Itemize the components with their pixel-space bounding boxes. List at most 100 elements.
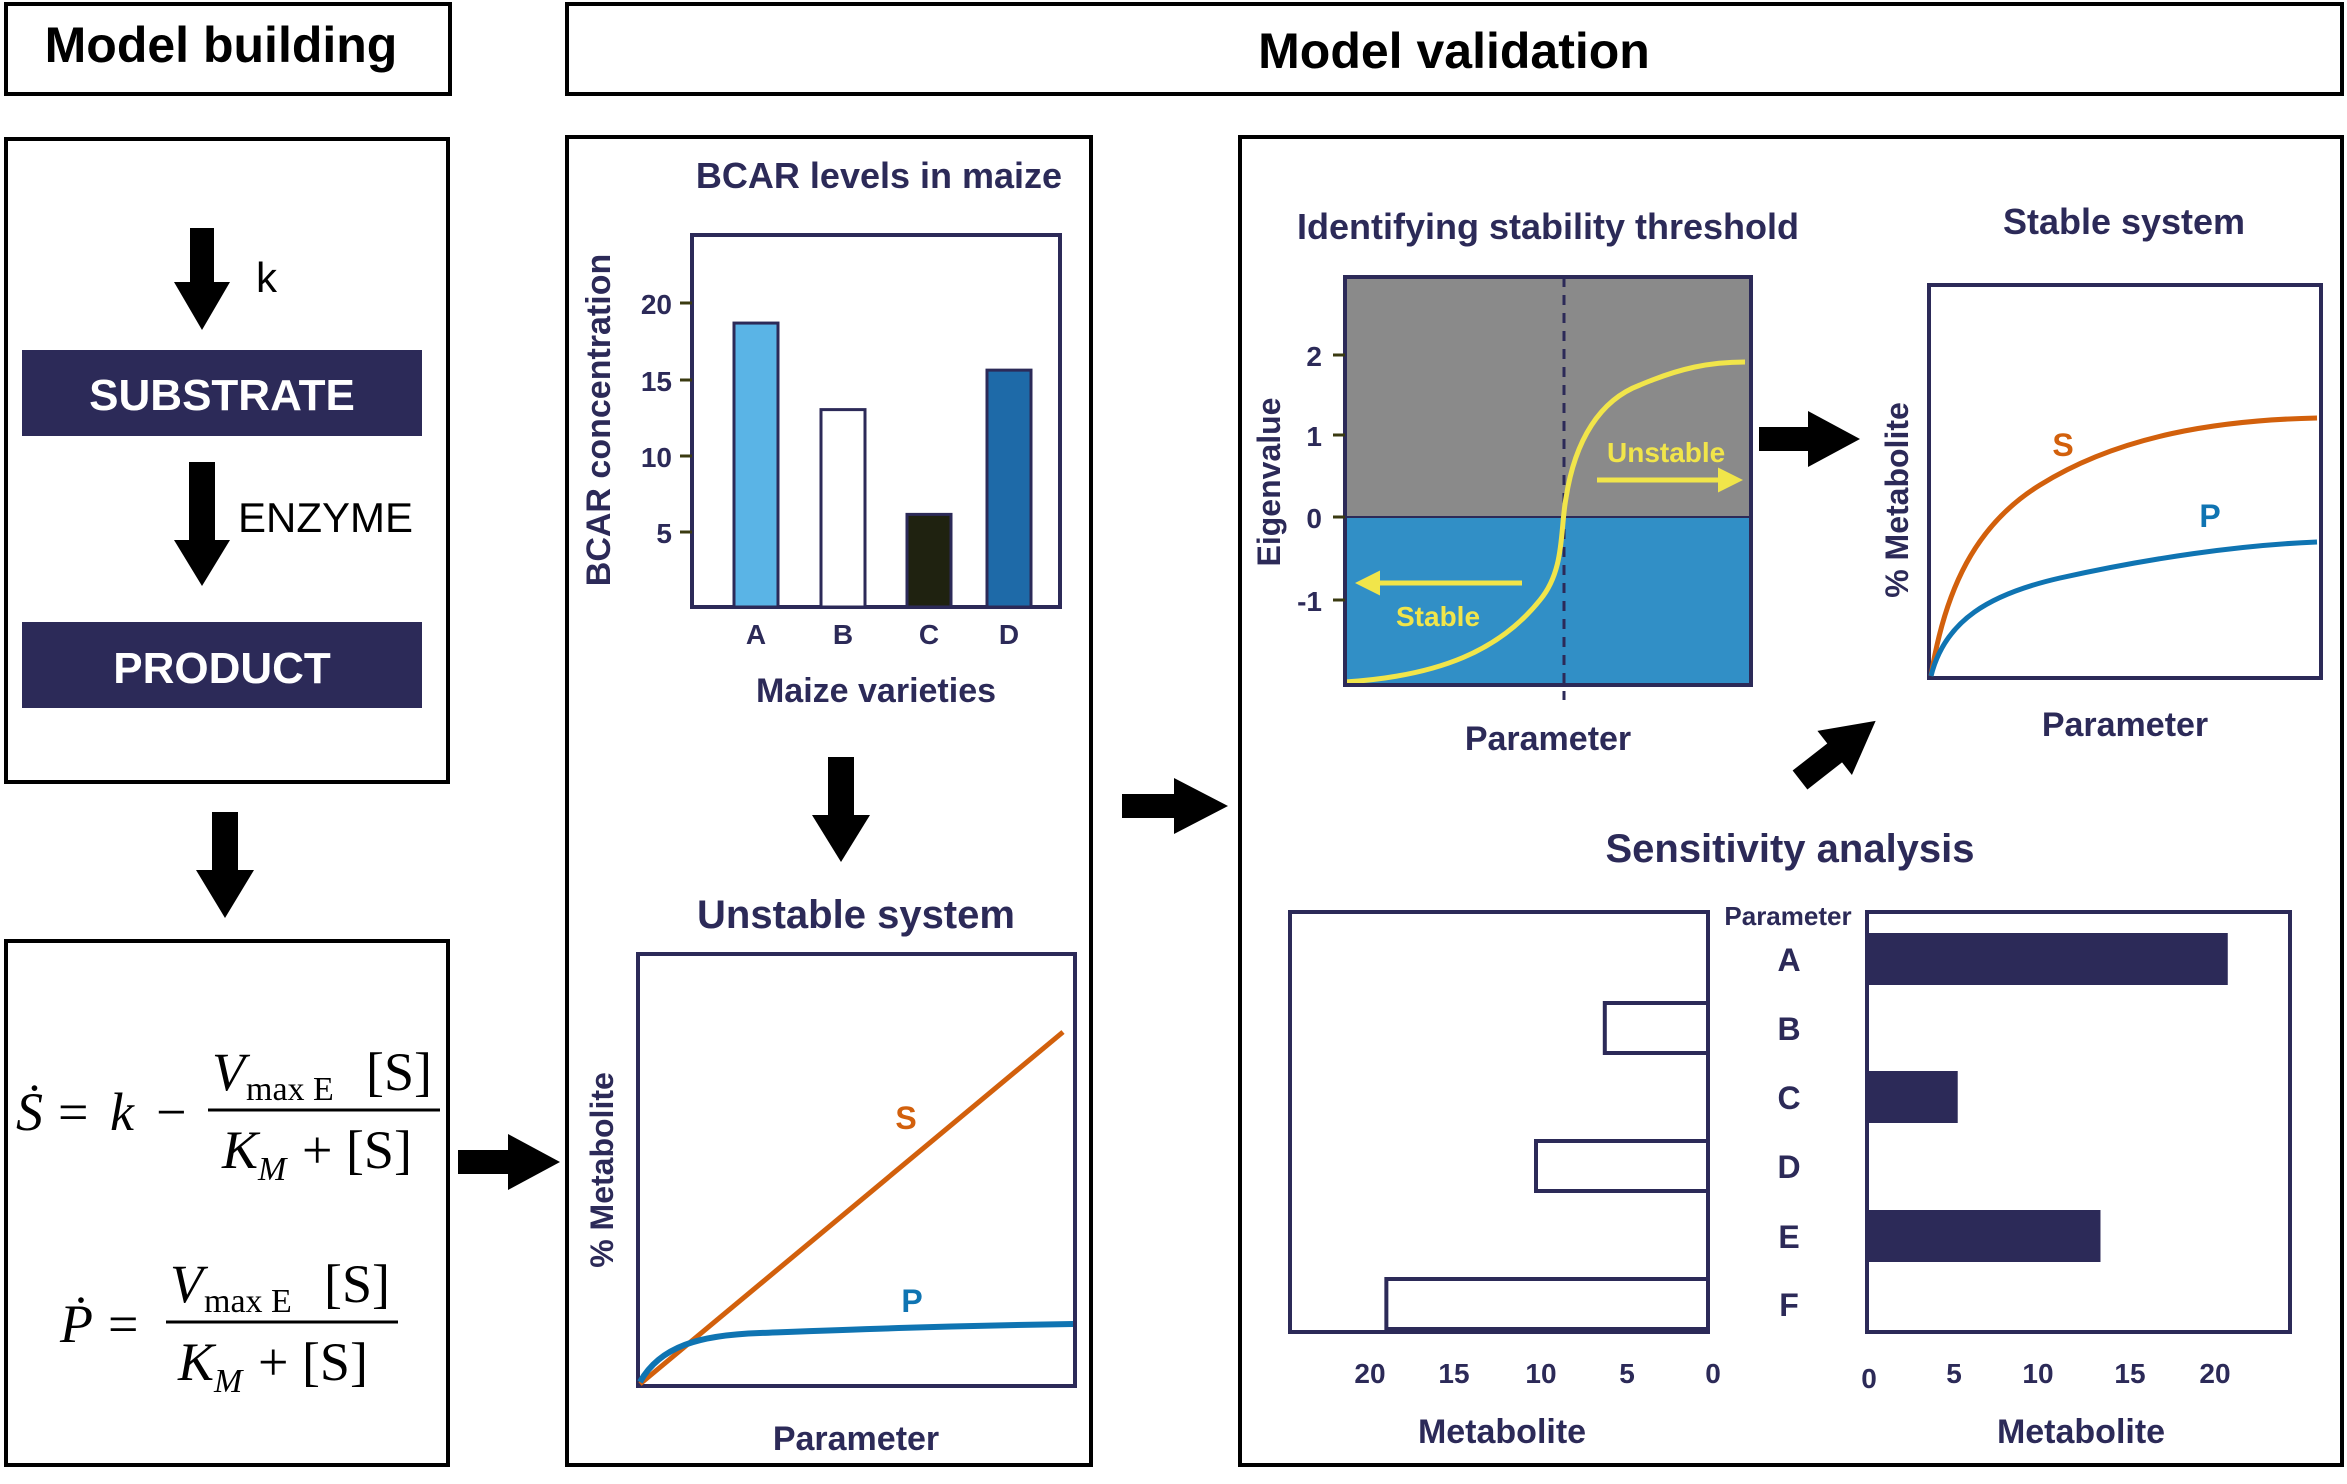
enzyme-arrow bbox=[174, 462, 230, 586]
stable-s-curve bbox=[1928, 415, 2318, 677]
k-term: k bbox=[110, 1082, 135, 1142]
stable-p-curve bbox=[1928, 539, 2318, 677]
s-numerator-v: V bbox=[212, 1042, 251, 1102]
stable-ylabel: % Metabolite bbox=[1879, 402, 1915, 598]
p-denominator-tail: + [S] bbox=[258, 1332, 368, 1392]
bcar-ytick-15: 15 bbox=[641, 366, 672, 397]
model-validation-header-box bbox=[565, 2, 2344, 96]
left-xtick-15: 15 bbox=[1438, 1358, 1469, 1389]
arrow-to-stable bbox=[1759, 411, 1860, 467]
sensitivity-category-B: B bbox=[1777, 1011, 1800, 1047]
unstable-s-curve bbox=[638, 1030, 1065, 1386]
minus-sign: − bbox=[156, 1082, 186, 1142]
bcar-ytick-20: 20 bbox=[641, 289, 672, 320]
bcar-bars: A B C D bbox=[732, 321, 1033, 650]
stable-p-label: P bbox=[2199, 498, 2220, 534]
unstable-title: Unstable system bbox=[697, 893, 1015, 937]
s-dot-symbol: Ṡ bbox=[16, 1082, 43, 1142]
eigenvalue-curve bbox=[1344, 359, 1746, 685]
stability-ytick-minus1: -1 bbox=[1297, 586, 1322, 617]
left-xtick-5: 5 bbox=[1619, 1358, 1635, 1389]
sensitivity-category-C: C bbox=[1777, 1080, 1800, 1116]
stable-plot-frame bbox=[1927, 283, 2323, 680]
sensitivity-category-A: A bbox=[1777, 942, 1800, 978]
s-denominator-tail: + [S] bbox=[302, 1120, 412, 1180]
substrate-label: SUBSTRATE bbox=[89, 371, 355, 420]
stability-yticks: 2 1 0 -1 bbox=[1297, 341, 1345, 617]
sensitivity-left-xticks: 20 15 10 5 0 bbox=[1354, 1358, 1720, 1389]
k-arrow bbox=[174, 228, 230, 330]
left-xtick-10: 10 bbox=[1525, 1358, 1556, 1389]
product-label: PRODUCT bbox=[113, 644, 331, 693]
stability-plot-frame bbox=[1343, 275, 1753, 687]
equations-panel bbox=[4, 939, 450, 1467]
sensitivity-left-bar-F bbox=[1384, 1277, 1710, 1331]
sensitivity-right-xlabel: Metabolite bbox=[1997, 1413, 2165, 1451]
sensitivity-category-D: D bbox=[1777, 1149, 1800, 1185]
bcar-ytick-10: 10 bbox=[641, 442, 672, 473]
bcar-bar-C bbox=[905, 512, 953, 609]
p-numerator-v: V bbox=[170, 1254, 209, 1314]
stable-title: Stable system bbox=[2003, 201, 2245, 242]
sensitivity-left-xlabel: Metabolite bbox=[1418, 1413, 1586, 1451]
bcar-bar-A bbox=[732, 321, 780, 609]
bcar-xtick-A: A bbox=[746, 619, 766, 650]
stability-ylabel: Eigenvalue bbox=[1251, 398, 1287, 567]
model-building-header-box bbox=[4, 2, 452, 96]
unstable-s-label: S bbox=[895, 1100, 916, 1136]
sensitivity-left-bar-B bbox=[1602, 1001, 1711, 1055]
sensitivity-title: Sensitivity analysis bbox=[1605, 827, 1974, 871]
sensitivity-left-frame bbox=[1288, 910, 1710, 1334]
p-numerator-sub: max E bbox=[204, 1283, 292, 1320]
unstable-p-curve bbox=[637, 1321, 1074, 1384]
sensitivity-right-bars bbox=[1868, 933, 2228, 1262]
stability-ytick-2: 2 bbox=[1306, 341, 1322, 372]
sensitivity-left-bars bbox=[1384, 1001, 1711, 1331]
bcar-title: BCAR levels in maize bbox=[696, 155, 1062, 196]
s-denominator-k: K bbox=[221, 1120, 261, 1180]
stability-unstable-region bbox=[1345, 277, 1751, 517]
arrow-to-validation bbox=[458, 1134, 560, 1190]
bcar-xtick-D: D bbox=[999, 619, 1019, 650]
stable-s-label: S bbox=[2052, 427, 2073, 463]
left-xtick-20: 20 bbox=[1354, 1358, 1385, 1389]
bcar-ytick-5: 5 bbox=[656, 518, 672, 549]
p-numerator-tail: [S] bbox=[324, 1254, 390, 1314]
sensitivity-category-F: F bbox=[1779, 1287, 1799, 1323]
substrate-box bbox=[22, 350, 422, 436]
stability-stable-region bbox=[1345, 517, 1751, 685]
s-denominator-sub: M bbox=[257, 1151, 288, 1188]
right-xtick-20: 20 bbox=[2199, 1358, 2230, 1389]
sensitivity-right-xticks: 0 5 10 15 20 bbox=[1861, 1358, 2230, 1394]
model-building-header: Model building bbox=[45, 17, 398, 73]
bcar-xtick-B: B bbox=[833, 619, 853, 650]
bcar-yticks: 20 15 10 5 bbox=[641, 289, 692, 549]
p-denominator-sub: M bbox=[213, 1363, 244, 1400]
left-xtick-0: 0 bbox=[1705, 1358, 1721, 1389]
bcar-bar-D bbox=[985, 368, 1033, 609]
down-arrow-to-equations bbox=[196, 812, 254, 918]
stability-ytick-1: 1 bbox=[1306, 421, 1322, 452]
p-equals: = bbox=[108, 1294, 138, 1354]
right-xtick-15: 15 bbox=[2114, 1358, 2145, 1389]
arrow-sensitivity-to-stable bbox=[1792, 720, 1876, 790]
s-equals: = bbox=[58, 1082, 88, 1142]
unstable-p-label: P bbox=[901, 1283, 922, 1319]
stability-title: Identifying stability threshold bbox=[1297, 206, 1799, 247]
sensitivity-right-bar-C bbox=[1868, 1071, 1958, 1123]
enzyme-label: ENZYME bbox=[238, 494, 413, 541]
stability-ytick-0: 0 bbox=[1306, 503, 1322, 534]
stable-region-label: Stable bbox=[1396, 601, 1480, 632]
unstable-region-label: Unstable bbox=[1607, 437, 1725, 468]
unstable-xlabel: Parameter bbox=[773, 1420, 939, 1458]
sensitivity-left-bar-D bbox=[1534, 1139, 1710, 1193]
unstable-plot-frame bbox=[636, 952, 1077, 1388]
down-arrow-to-unstable bbox=[812, 757, 870, 862]
right-xtick-0: 0 bbox=[1861, 1363, 1877, 1394]
s-numerator-tail: [S] bbox=[366, 1042, 432, 1102]
sensitivity-right-bar-A bbox=[1868, 933, 2228, 985]
k-label: k bbox=[256, 254, 278, 301]
sensitivity-param-header: Parameter bbox=[1724, 901, 1851, 931]
bcar-xtick-C: C bbox=[919, 619, 939, 650]
